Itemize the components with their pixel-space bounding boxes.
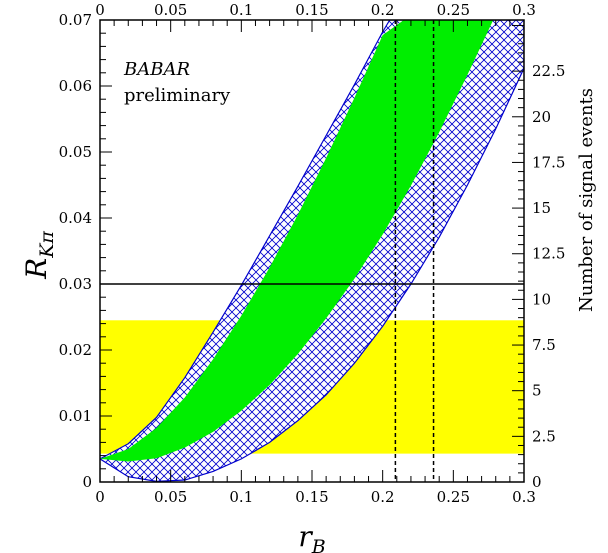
x-top-tick-label: 0.25 bbox=[437, 1, 470, 19]
plot-area bbox=[100, 20, 524, 482]
y2-tick-label: 22.5 bbox=[532, 62, 565, 80]
y-tick-label: 0.05 bbox=[59, 143, 92, 161]
y2-tick-label: 15 bbox=[532, 199, 551, 217]
y-tick-label: 0.06 bbox=[59, 77, 92, 95]
x-top-tick-labels: 0 0.05 0.1 0.15 0.2 0.25 0.3 bbox=[95, 1, 536, 19]
x-tick-label: 0.05 bbox=[154, 488, 187, 506]
y2-tick-label: 7.5 bbox=[532, 336, 556, 354]
x-tick-label: 0.3 bbox=[512, 488, 536, 506]
x-top-tick-label: 0.2 bbox=[371, 1, 395, 19]
y2-tick-label: 5 bbox=[532, 382, 542, 400]
y2-axis-label: Number of signal events bbox=[576, 88, 597, 312]
y-axis-label: RKπ bbox=[20, 231, 58, 280]
y-tick-labels: 0 0.01 0.02 0.03 0.04 0.05 0.06 0.07 bbox=[59, 11, 92, 491]
y-tick-label: 0 bbox=[82, 473, 92, 491]
x-tick-labels: 0 0.05 0.1 0.15 0.2 0.25 0.3 bbox=[95, 488, 536, 506]
y-tick-label: 0.01 bbox=[59, 407, 92, 425]
y-tick-label: 0.07 bbox=[59, 11, 92, 29]
x-axis-label: rB bbox=[298, 520, 325, 553]
x-tick-label: 0.2 bbox=[371, 488, 395, 506]
x-tick-label: 0.15 bbox=[295, 488, 328, 506]
green-region bbox=[100, 20, 524, 462]
x-top-tick-label: 0.3 bbox=[512, 1, 536, 19]
y2-tick-label: 0 bbox=[532, 473, 542, 491]
annotation-status: preliminary bbox=[124, 85, 231, 106]
x-tick-label: 0.1 bbox=[229, 488, 253, 506]
y-tick-label: 0.03 bbox=[59, 275, 92, 293]
y2-tick-label: 17.5 bbox=[532, 153, 565, 171]
x-tick-label: 0.25 bbox=[437, 488, 470, 506]
y-tick-label: 0.04 bbox=[59, 209, 92, 227]
x-top-tick-label: 0.05 bbox=[154, 1, 187, 19]
y2-tick-label: 10 bbox=[532, 290, 551, 308]
y2-tick-labels: 0 2.5 5 7.5 10 12.5 15 17.5 20 22.5 bbox=[532, 62, 565, 491]
y-tick-label: 0.02 bbox=[59, 341, 92, 359]
x-tick-label: 0 bbox=[95, 488, 105, 506]
x-top-tick-label: 0.15 bbox=[295, 1, 328, 19]
vertical-dashed-lines bbox=[394, 20, 435, 482]
x-top-tick-label: 0.1 bbox=[229, 1, 253, 19]
y2-tick-label: 20 bbox=[532, 108, 551, 126]
y2-tick-label: 12.5 bbox=[532, 245, 565, 263]
annotation-experiment: BABAR bbox=[123, 59, 190, 80]
y2-tick-label: 2.5 bbox=[532, 427, 556, 445]
ticks bbox=[99, 19, 525, 483]
x-top-tick-label: 0 bbox=[95, 1, 105, 19]
